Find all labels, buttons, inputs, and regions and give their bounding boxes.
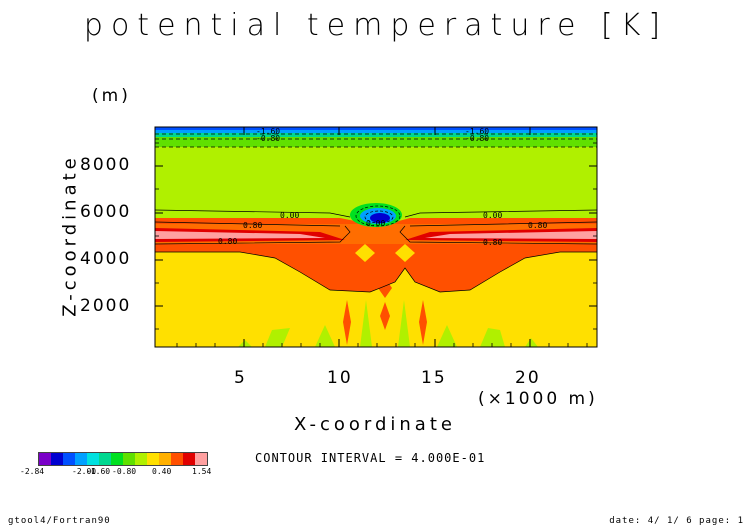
diamond-yellow — [355, 244, 375, 262]
footer-software: gtool4/Fortran90 — [8, 516, 111, 526]
spike-green — [437, 325, 457, 347]
legend-label: 1.54 — [192, 467, 212, 476]
contour-lines — [155, 133, 597, 293]
contour-line — [155, 225, 597, 245]
field-band-pink-right — [425, 231, 597, 239]
field-band-top-teal — [155, 133, 597, 137]
color-legend-labels: -2.84 -2.00 -1.60 -0.80 0.40 1.54 — [20, 467, 230, 477]
contour-label: 0.80 — [243, 221, 262, 230]
legend-swatch — [111, 453, 123, 465]
contour-line — [155, 251, 597, 293]
x-tick-label: 15 — [421, 368, 447, 388]
contour-label: 0.00 — [280, 211, 299, 220]
spike-orange — [380, 302, 390, 330]
legend-swatch — [183, 453, 195, 465]
y-tick-label: 2000 — [80, 296, 132, 316]
x-unit-label: (×1000 m) — [478, 389, 598, 409]
spike-orange — [378, 278, 392, 298]
field-band-top-green — [155, 137, 597, 147]
contour-labels: -1.60 -0.80 -1.60 -0.80 0.00 0.00 0.80 0… — [218, 127, 547, 247]
contour-label: 0.80 — [218, 237, 237, 246]
legend-swatch — [87, 453, 99, 465]
legend-label: -0.80 — [112, 467, 137, 476]
y-unit-label: (m) — [92, 86, 131, 106]
field-band-top-blue — [155, 127, 597, 130]
spike-green — [238, 340, 252, 347]
spike-green — [480, 328, 505, 347]
legend-swatch — [123, 453, 135, 465]
contour-label: 0.00 — [483, 211, 502, 220]
legend-label: -2.84 — [20, 467, 45, 476]
contour-line — [364, 210, 394, 224]
chart-title: potential temperature [K] — [83, 8, 669, 43]
spike-green — [265, 328, 290, 347]
spike-orange — [419, 300, 427, 345]
legend-swatch — [39, 453, 51, 465]
contour-label: 0.80 — [528, 221, 547, 230]
spike-green — [398, 300, 410, 347]
spike-green — [315, 325, 335, 347]
plot-frame — [154, 126, 598, 348]
spike-green — [525, 338, 538, 347]
contour-line — [355, 205, 401, 227]
legend-label: -2.00 — [72, 467, 97, 476]
contour-label: 0.80 — [483, 238, 502, 247]
field-band-top-cyan — [155, 130, 597, 133]
spike-orange — [343, 300, 351, 345]
legend-label: -1.60 — [86, 467, 111, 476]
diamond-yellow — [395, 244, 415, 262]
contour-label: -1.60 — [256, 127, 280, 136]
legend-swatch — [195, 453, 207, 465]
axis-minor-ticks — [155, 142, 597, 347]
color-legend — [38, 452, 208, 466]
x-axis-label: X-coordinate — [294, 414, 456, 435]
legend-swatch — [171, 453, 183, 465]
legend-swatch — [159, 453, 171, 465]
x-tick-label: 10 — [327, 368, 353, 388]
contour-label: 0.00 — [366, 219, 385, 228]
y-tick-label: 4000 — [80, 249, 132, 269]
footer-date-page: date: 4/ 1/ 6 page: 1 — [609, 516, 744, 526]
axis-ticks — [155, 127, 597, 347]
legend-swatch — [147, 453, 159, 465]
contour-interval-text: CONTOUR INTERVAL = 4.000E-01 — [255, 451, 486, 465]
legend-swatch — [51, 453, 63, 465]
x-tick-label: 20 — [515, 368, 541, 388]
y-tick-label: 8000 — [80, 155, 132, 175]
contour-line — [155, 221, 597, 227]
contour-field — [155, 127, 597, 347]
y-tick-label: 6000 — [80, 202, 132, 222]
contour-label: -0.80 — [465, 134, 489, 143]
legend-swatch — [99, 453, 111, 465]
contour-label: -1.60 — [465, 127, 489, 136]
field-band-pink-left — [155, 231, 325, 239]
anomaly-blue — [370, 213, 390, 223]
contour-label: -0.80 — [256, 134, 280, 143]
spike-green — [360, 300, 372, 347]
legend-swatch — [63, 453, 75, 465]
legend-label: 0.40 — [152, 467, 172, 476]
legend-swatch — [75, 453, 87, 465]
legend-swatch — [135, 453, 147, 465]
contour-line — [155, 209, 597, 218]
x-tick-label: 5 — [234, 368, 247, 388]
